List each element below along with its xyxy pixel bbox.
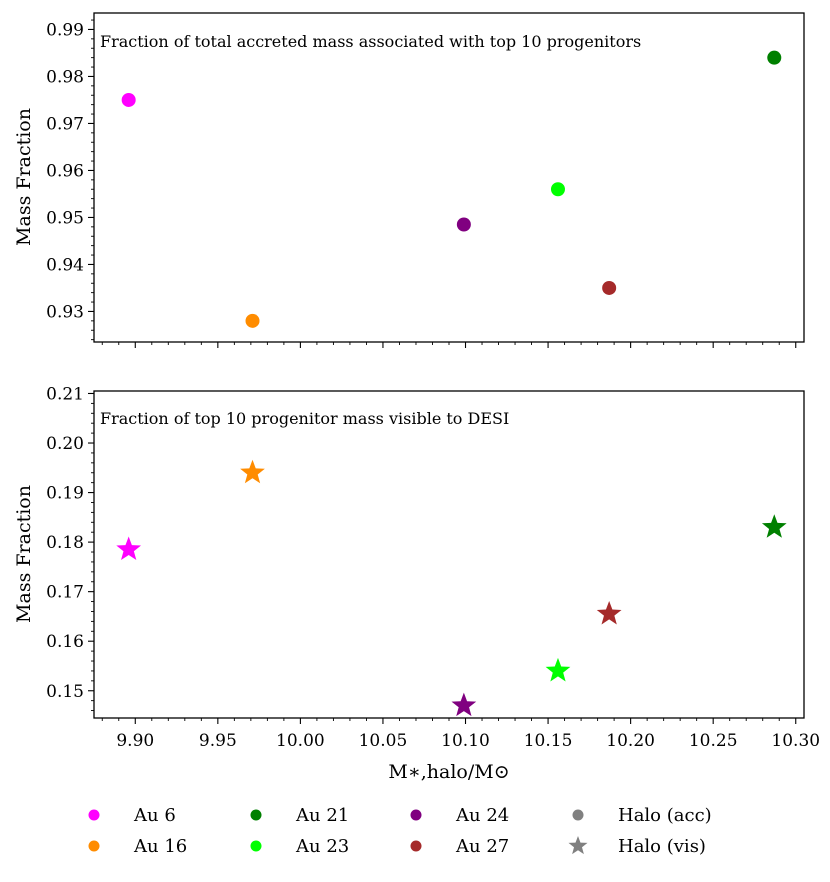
star-point-au-21 [761,514,787,538]
x-tick-label: 10.25 [689,731,738,751]
x-tick-label: 10.10 [441,731,490,751]
y-tick-label: 0.17 [46,583,84,603]
legend-marker-halo-vis [568,836,588,855]
x-tick-label: 10.00 [276,731,325,751]
x-tick-label: 10.30 [771,731,820,751]
legend-marker-au-23 [250,840,262,852]
legend-marker-au-27 [410,840,422,852]
circle-point-au-24 [456,217,471,232]
bottom-axis-ticks: 0.15 0.16 0.17 0.18 0.19 0.20 0.21 9.90 9.95 10.0… [46,384,820,751]
y-tick-label: 0.97 [46,114,84,134]
star-point-au-27 [596,600,622,625]
star-point-au-6 [116,536,142,561]
y-tick-label: 0.99 [46,20,84,40]
circle-point-au-23 [550,182,565,197]
y-tick-label: 0.18 [46,533,84,553]
y-tick-label: 0.98 [46,67,84,87]
x-tick-label: 9.90 [116,731,154,751]
legend-marker-au-24 [410,809,422,821]
legend-label-au-16: Au 16 [133,836,187,857]
circle-point-au-16 [245,313,260,328]
legend-label-halo-vis: Halo (vis) [618,836,706,857]
y-tick-label: 0.16 [46,632,84,652]
x-tick-label: 9.95 [199,731,237,751]
legend-label-au-27: Au 27 [455,836,509,857]
x-tick-label: 10.20 [606,731,655,751]
top-y-axis-label: Mass Fraction [13,108,35,246]
y-tick-label: 0.96 [46,161,84,181]
circle-point-au-27 [602,280,617,295]
y-tick-label: 0.93 [46,302,84,322]
y-tick-label: 0.95 [46,208,84,228]
top-data-points [121,50,782,328]
top-panel: Fraction of total accreted mass associat… [13,12,805,348]
circle-point-au-21 [767,50,782,65]
legend-label-halo-acc: Halo (acc) [618,805,712,826]
star-point-au-16 [240,459,265,484]
legend-marker-au-6 [88,809,100,821]
y-tick-label: 0.94 [46,255,84,275]
y-tick-label: 0.15 [46,682,84,702]
circle-point-au-6 [121,92,136,107]
bottom-plot-frame [93,390,805,719]
x-tick-label: 10.05 [359,731,408,751]
legend-marker-au-21 [250,809,262,821]
star-point-au-24 [451,692,477,717]
x-tick-label: 10.15 [524,731,573,751]
y-tick-label: 0.21 [46,384,84,404]
legend: Au 6 Au 16 Au 21 Au 23 Au 24 Au 27 Halo (acc) H… [88,805,712,857]
y-tick-label: 0.19 [46,484,84,504]
top-plot-frame [93,12,805,343]
bottom-data-points [116,459,787,717]
bottom-y-axis-label: Mass Fraction [13,485,35,623]
y-tick-label: 0.20 [46,434,84,454]
x-axis-label: M∗,halo/M⊙ [388,761,509,783]
bottom-panel: Fraction of top 10 progenitor mass visib… [13,384,820,783]
legend-label-au-6: Au 6 [133,805,176,826]
legend-label-au-21: Au 21 [295,805,349,826]
legend-marker-au-16 [88,840,100,852]
star-point-au-23 [545,657,571,682]
bottom-panel-title: Fraction of top 10 progenitor mass visib… [100,409,509,428]
top-panel-title: Fraction of total accreted mass associat… [100,32,641,51]
legend-label-au-24: Au 24 [455,805,509,826]
top-axis-ticks: 0.93 0.94 0.95 0.96 0.97 0.98 0.99 [46,19,797,348]
legend-label-au-23: Au 23 [295,836,349,857]
legend-marker-halo-acc [572,809,584,821]
